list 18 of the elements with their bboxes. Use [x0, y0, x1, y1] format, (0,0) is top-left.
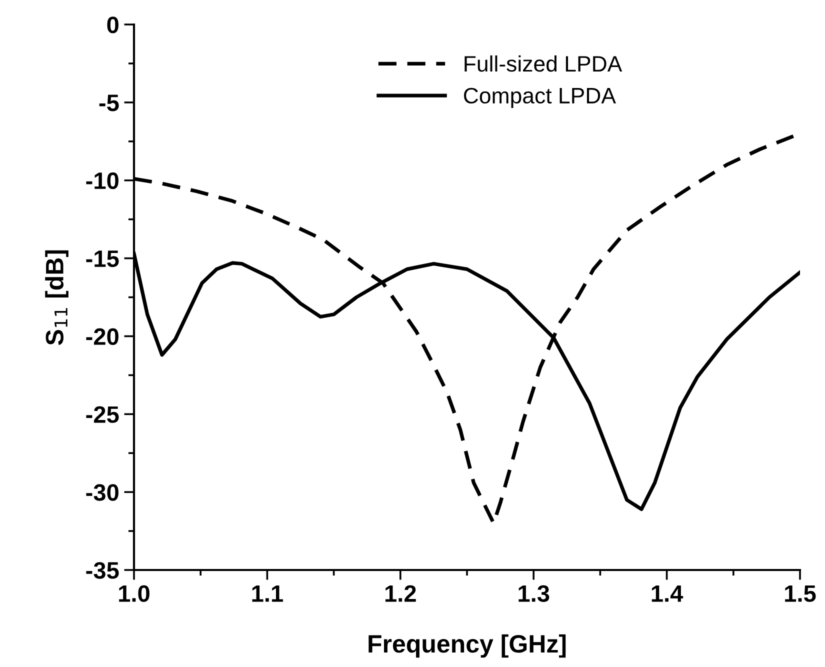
- y-tick-label: -20: [86, 328, 118, 345]
- y-tick-label: -25: [86, 406, 119, 423]
- x-tick-label: 1.1: [252, 585, 283, 602]
- y-tick-label: -35: [86, 562, 119, 579]
- x-tick-label: 1.5: [785, 585, 816, 602]
- x-tick-label: 1.3: [518, 585, 550, 602]
- y-tick-label: -15: [86, 250, 119, 268]
- y-tick-label: -10: [86, 172, 118, 190]
- y-tick-label: 0: [107, 16, 118, 34]
- legend-label: Compact LPDA: [464, 88, 616, 108]
- legend-label: Full-sized LPDA: [464, 55, 622, 72]
- x-tick-label: 1.0: [119, 585, 150, 602]
- x-tick-label: 1.4: [652, 585, 684, 602]
- y-tick-label: -30: [86, 484, 118, 501]
- x-tick-label: 1.2: [385, 585, 416, 602]
- y-tick-label: -5: [99, 94, 119, 112]
- x-axis-title: Frequency [GHz]: [368, 634, 566, 658]
- y-axis-title: S$_{11}$ [dB]: [45, 250, 68, 346]
